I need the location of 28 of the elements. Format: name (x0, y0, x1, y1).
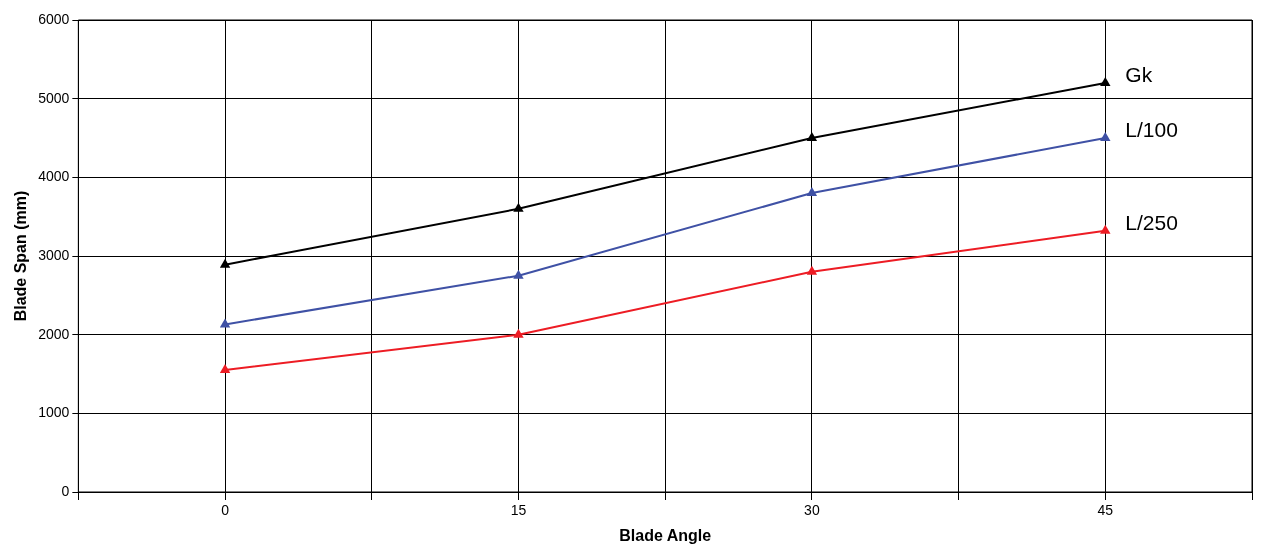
point (219, 318, 231, 328)
point (1100, 132, 1111, 141)
x-tick-label: 45 (1097, 502, 1114, 519)
point (806, 132, 818, 141)
point (219, 258, 231, 268)
series-label: L/250 (1125, 210, 1178, 234)
y-tick-label: 6000 (38, 10, 70, 27)
y-tick-label: 3000 (38, 246, 70, 263)
y-tick-label: 4000 (38, 168, 70, 185)
y-tick-label: 5000 (38, 89, 70, 106)
point (806, 187, 818, 197)
point (806, 265, 818, 275)
point (513, 202, 524, 212)
point (1100, 76, 1111, 86)
point (513, 269, 524, 279)
y-tick-label: 2000 (38, 325, 70, 342)
y-tick-label: 0 (61, 482, 70, 499)
x-tick-label: 15 (510, 502, 527, 519)
y-axis-title: Blade Span (mm) (12, 190, 30, 322)
point (219, 364, 231, 374)
series-label: Gk (1125, 62, 1153, 86)
point (513, 328, 524, 338)
y-tick-label: 1000 (38, 404, 70, 421)
x-axis-title: Blade Angle (619, 526, 712, 544)
x-tick-label: 30 (804, 502, 820, 519)
point (1100, 224, 1111, 234)
x-tick-label: 0 (221, 502, 230, 519)
series-label: L/100 (1125, 117, 1178, 141)
